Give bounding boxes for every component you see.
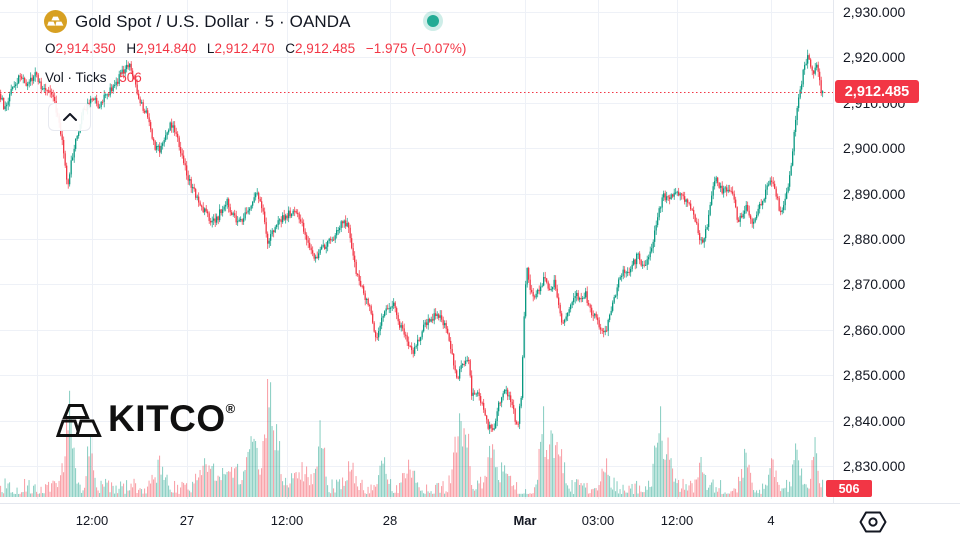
gold-symbol-icon bbox=[44, 10, 67, 33]
high-value: 2,914.840 bbox=[136, 41, 197, 56]
time-tick-label: 12:00 bbox=[270, 513, 304, 528]
symbol-title-row[interactable]: Gold Spot / U.S. Dollar · 5 · OANDA bbox=[44, 10, 351, 33]
time-tick-label: 12:00 bbox=[660, 513, 694, 528]
low-label: L bbox=[206, 41, 215, 56]
price-axis[interactable]: 2,930.0002,920.0002,910.0002,900.0002,89… bbox=[826, 0, 960, 503]
price-tick-label: 2,840.000 bbox=[843, 412, 906, 429]
price-tick-label: 2,880.000 bbox=[843, 231, 906, 247]
time-tick-label: 27 bbox=[179, 513, 195, 528]
volume-badge: 506 bbox=[826, 480, 872, 497]
price-chart-canvas[interactable] bbox=[0, 0, 833, 499]
gold-bars-icon bbox=[56, 404, 102, 437]
time-tick-label: 28 bbox=[382, 513, 398, 528]
ohlc-row: O2,914.350 H2,914.840 L2,912.470 C2,912.… bbox=[45, 41, 466, 56]
time-axis[interactable]: 12:00 27 12:00 28 Mar 03:00 12:00 4 bbox=[0, 503, 960, 540]
last-price-badge: 2,912.485 bbox=[835, 80, 919, 104]
open-value: 2,914.350 bbox=[55, 41, 116, 56]
change-value: −1.975 (−0.07%) bbox=[365, 41, 467, 56]
time-tick-label: 03:00 bbox=[581, 513, 615, 528]
price-tick-label: 2,900.000 bbox=[843, 140, 906, 157]
time-tick-label: 4 bbox=[767, 513, 775, 528]
market-status-dot[interactable] bbox=[427, 15, 439, 27]
price-tick-label: 2,890.000 bbox=[843, 185, 906, 202]
chevron-up-icon bbox=[62, 113, 77, 121]
high-label: H bbox=[126, 41, 137, 56]
volume-row: Vol · Ticks 506 bbox=[45, 70, 142, 85]
price-tick-label: 2,930.000 bbox=[843, 4, 906, 20]
price-tick-label: 2,920.000 bbox=[843, 49, 906, 66]
open-label: O bbox=[45, 41, 56, 56]
low-value: 2,912.470 bbox=[214, 41, 275, 56]
chart-title: Gold Spot / U.S. Dollar · 5 · OANDA bbox=[75, 11, 351, 31]
price-tick-label: 2,860.000 bbox=[843, 321, 906, 338]
snapshot-hexagon-icon[interactable] bbox=[858, 507, 888, 537]
volume-value: 506 bbox=[119, 70, 142, 85]
price-tick-label: 2,850.000 bbox=[843, 367, 906, 384]
collapse-legend-button[interactable] bbox=[48, 103, 91, 131]
time-tick-label: Mar bbox=[513, 513, 537, 528]
price-tick-label: 2,870.000 bbox=[843, 276, 906, 293]
price-tick-label: 2,830.000 bbox=[843, 458, 906, 474]
kitco-watermark: KITCO ® bbox=[56, 400, 235, 440]
kitco-logo-text: KITCO bbox=[108, 398, 226, 439]
close-value: 2,912.485 bbox=[295, 41, 356, 56]
volume-label: Vol · Ticks bbox=[45, 70, 107, 85]
close-label: C bbox=[285, 41, 296, 56]
registered-mark: ® bbox=[225, 401, 236, 416]
time-tick-label: 12:00 bbox=[75, 513, 109, 528]
